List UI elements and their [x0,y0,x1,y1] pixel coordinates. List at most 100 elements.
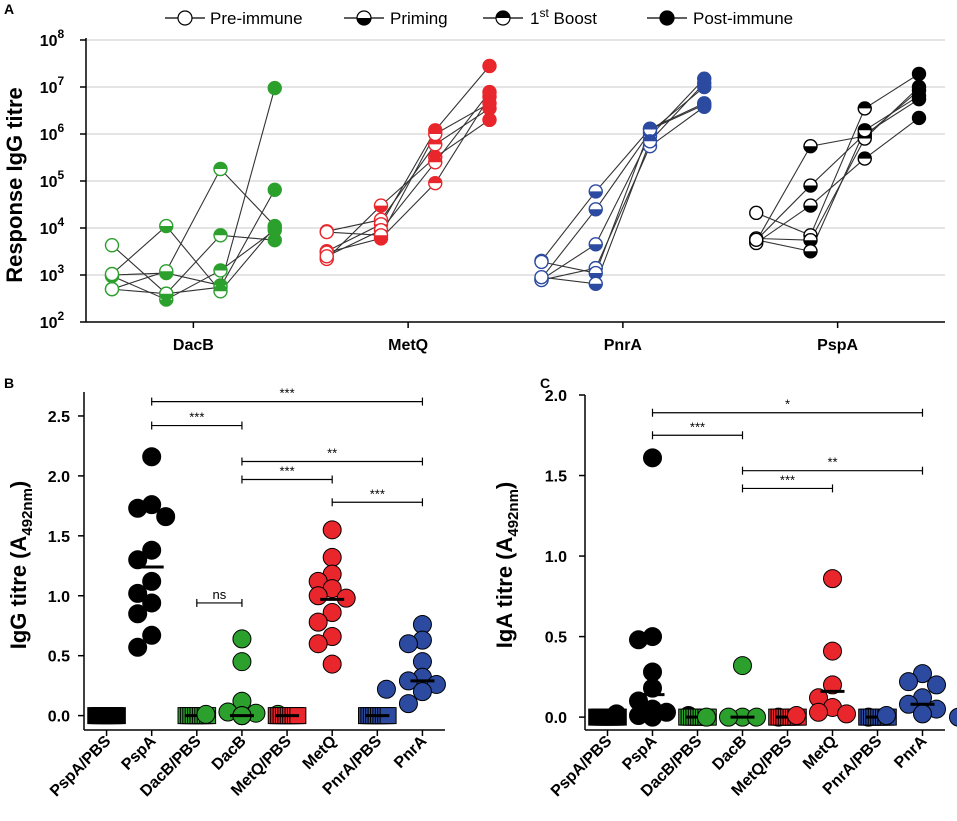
point-post-immune [697,97,712,112]
point-half-fill [159,299,173,307]
point-pspa [643,678,662,698]
point-pspa [156,507,176,527]
x-category-label-pspa-pbs: PspA/PBS [47,733,115,801]
point-half-fill [804,185,817,193]
point-pspa [142,593,162,613]
point-post-immune [911,88,927,103]
point-first-boost [213,228,228,243]
point-pnra [398,634,418,654]
y-tick-label: 103 [40,262,65,285]
point-priming [159,218,174,234]
point-post-immune [697,76,712,91]
point-half-fill [858,152,872,159]
point-dacb [232,629,252,649]
significance-label: ** [827,455,837,470]
x-category-label-dacb: DacB [173,337,214,354]
point-priming [803,244,818,259]
x-category-label-metq: MetQ [800,733,840,773]
x-category-label-dacb: DacB [209,733,250,774]
x-category-label-pnra: PnrA [391,732,430,771]
point-priming [803,178,818,193]
point-pre-immune [534,254,549,270]
panel-c-chart: IgA titre (A492nm) 0.00.51.01.52.0 ******… [492,388,957,800]
panel-b-y-axis-label: IgG titre (A492nm) [6,481,36,650]
point-pspa [142,447,162,467]
panel-letter-a: A [4,1,14,17]
point-first-boost [642,134,658,149]
y-tick-label: 2.0 [545,388,567,405]
y-tick-label: 104 [40,215,65,238]
y-tick-label: 1.5 [48,529,70,546]
point-priming [588,184,603,199]
point-pnra [376,679,396,699]
series-line-metq [326,96,490,254]
point-pspa [128,583,148,603]
point-priming [373,228,389,243]
panel-a-chart: Response IgG titre 102 103 104 105 106 107 108… [2,27,945,354]
point-pspa [142,571,162,591]
point-priming [159,286,174,301]
series-line-pnra [541,104,705,274]
point-pre-immune [104,281,120,297]
point-pnra [398,694,418,714]
legend-label-first-boost: 1st Boost [530,6,597,28]
series-line-dacb [111,87,276,287]
series-line-dacb [111,225,276,293]
y-tick-label: 1.0 [48,589,70,606]
significance-label: ns [213,587,227,602]
point-first-boost [642,122,658,137]
legend-marker-top-half [496,11,510,18]
point-priming [159,264,174,279]
panel-c-y-axis-label: IgA titre (A492nm) [492,482,522,648]
x-category-label-metq: MetQ [388,337,428,354]
point-metq [322,547,342,567]
significance-label: *** [370,486,385,501]
point-pspa [128,637,148,657]
x-category-label-pspa-pbs: PspA/PBS [548,733,616,801]
series-line-pspa [756,95,920,252]
point-post-immune [482,112,497,128]
point-half-fill [428,155,442,163]
point-half-fill [214,162,227,170]
point-half-fill [374,235,388,242]
point-pspa [128,550,148,570]
y-tick-label: 107 [40,74,65,97]
legend-item-pre-immune: Pre-immune [165,9,303,28]
point-half-fill [214,278,227,286]
point-priming [803,139,818,154]
legend-item-first-boost: 1st Boost [483,6,597,28]
point-pnra [412,682,432,702]
significance-label: *** [690,419,705,434]
point-pnra [877,706,896,726]
series-line-metq [326,107,490,232]
point-first-boost [857,151,872,166]
y-tick-label: 0.0 [545,710,567,727]
point-metq [823,569,842,589]
series-line-dacb [111,189,276,295]
point-metq [809,702,828,722]
significance-label: * [785,397,790,412]
point-pnra [913,704,932,724]
point-post-immune [267,182,282,197]
point-post-immune [482,96,497,111]
series-line-metq [326,119,490,260]
legend: Pre-immune Priming 1st Boost Post-immune [165,6,793,28]
point-pspa [643,662,662,682]
point-pspa [142,625,162,645]
point-half-fill [159,271,173,278]
point-metq [322,654,342,674]
point-metq [322,520,342,540]
point-priming [373,198,389,213]
series-line-pnra [541,106,705,281]
point-post-immune [482,58,497,74]
point-first-boost [428,126,443,142]
significance-label: ** [327,446,337,461]
point-metq [308,612,328,632]
y-tick-label: 0.0 [48,709,70,726]
point-pre-immune [104,266,120,282]
point-priming [803,198,818,213]
series-line-metq [326,65,490,252]
point-post-immune [911,110,927,126]
legend-label-post-immune: Post-immune [693,9,793,28]
x-category-label-dacb: DacB [709,733,750,774]
